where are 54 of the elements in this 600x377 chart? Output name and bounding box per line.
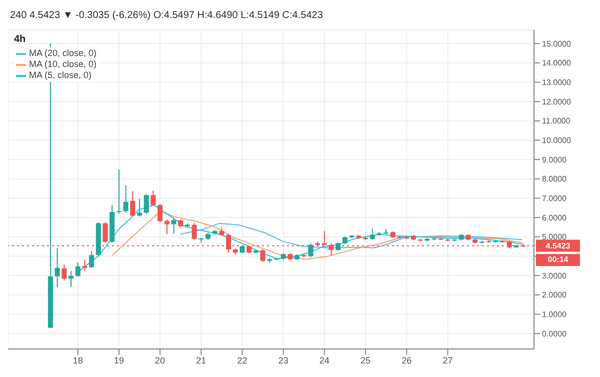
y-tick-label: 8.0000: [542, 174, 568, 184]
candlestick: [123, 184, 128, 214]
candlestick: [171, 218, 176, 234]
x-tick-label: 20: [155, 355, 166, 366]
line-series: [111, 210, 523, 260]
legend-label: MA (10, close, 0): [29, 59, 97, 70]
y-tick-label: 14.0000: [542, 58, 572, 68]
x-tick-label: 26: [402, 355, 412, 366]
y-tick-label: 11.0000: [542, 116, 571, 126]
candlestick: [370, 228, 375, 240]
candlestick: [150, 190, 156, 206]
y-tick-label: 6.0000: [542, 213, 568, 222]
y-tick-label: 9.0000: [542, 155, 568, 164]
text: 00:14: [536, 254, 580, 266]
x-tick-label: 23: [278, 355, 288, 366]
y-tick-label: 15.0000: [542, 39, 572, 48]
candlestick: [75, 262, 80, 277]
candlestick: [68, 270, 74, 288]
chart-title: 4h: [14, 34, 26, 45]
x-tick-label: 27: [442, 355, 453, 366]
candlestick: [144, 194, 149, 214]
x-tick-label: 19: [114, 355, 124, 366]
candlestick: [260, 248, 266, 262]
legend-label: MA (20, close, 0): [29, 48, 97, 59]
y-tick-label: 12.0000: [542, 97, 572, 106]
candlestick: [164, 218, 170, 235]
line-series: [180, 222, 523, 248]
ref-line-label: 4.5423: [546, 242, 571, 251]
text: 240 4.5423 ▼ -0.3035 (-6.26%) O:4.5497 H:4.6490 L:4.5149 C:4.5423: [10, 10, 323, 21]
candlestick: [130, 190, 136, 218]
y-tick-label: 10.0000: [542, 136, 572, 146]
y-tick-label: 0.0000: [542, 329, 568, 338]
candlestick: [82, 260, 88, 272]
candlestick: [62, 264, 67, 281]
x-tick-label: 24: [319, 355, 330, 366]
candlestick: [158, 204, 163, 223]
candlestick: [102, 222, 108, 244]
legend-label: MA (5, close, 0): [29, 70, 92, 81]
y-tick-label: 5.0000: [542, 232, 568, 242]
x-tick-label: 18: [72, 355, 83, 366]
candlestick: [89, 250, 94, 268]
x-tick-label: 25: [360, 355, 371, 366]
candlestick: [137, 198, 142, 218]
y-tick-label: 7.0000: [542, 194, 568, 204]
x-tick-label: 22: [237, 355, 248, 366]
candlestick: [308, 243, 314, 258]
y-tick-label: 2.0000: [542, 290, 568, 300]
candlestick: [54, 247, 60, 288]
y-tick-label: 1.0000: [542, 310, 568, 320]
y-tick-label: 3.0000: [542, 271, 568, 280]
candlestick: [192, 222, 197, 240]
x-tick-label: 21: [196, 355, 206, 366]
candlestick: [116, 169, 122, 214]
y-tick-label: 13.0000: [542, 78, 572, 88]
